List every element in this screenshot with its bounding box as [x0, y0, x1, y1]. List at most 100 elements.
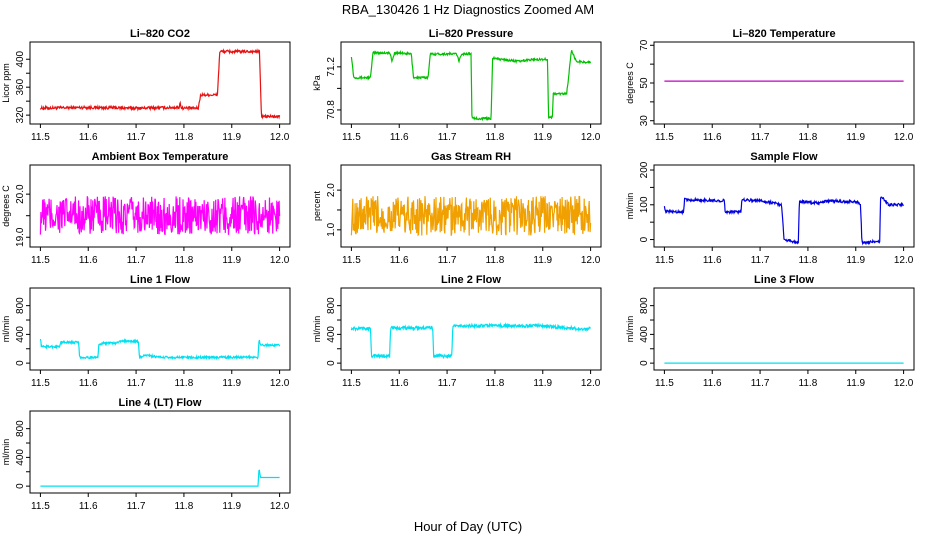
y-tick-label: 19.0	[15, 227, 26, 247]
y-tick-label: 0	[15, 483, 26, 489]
x-tick-label: 11.7	[127, 255, 146, 266]
x-tick-label: 11.7	[127, 501, 146, 512]
x-tick-label: 12.0	[894, 378, 914, 389]
y-tick-label: 400	[15, 326, 26, 343]
x-tick-label: 11.8	[486, 255, 505, 266]
plot-frame	[340, 41, 602, 125]
x-tick-label: 11.8	[799, 378, 818, 389]
y-axis-label: ml/min	[1, 439, 11, 466]
panel-line4: Line 4 (LT) Flow 11.5 11.6 11.7 11.8 11.9 12.0…	[1, 397, 291, 512]
x-tick-label: 11.6	[390, 255, 409, 266]
x-tick-label: 11.7	[127, 132, 146, 143]
panel-sample: Sample Flow 11.5 11.6 11.7 11.8 11.9 12.0 0 100 2…	[625, 151, 915, 266]
x-tick-label: 12.0	[270, 255, 290, 266]
x-tick-label: 11.9	[533, 255, 552, 266]
x-tick-label: 11.8	[799, 255, 818, 266]
x-tick-label: 11.9	[533, 378, 552, 389]
y-tick-label: 20.0	[15, 184, 26, 204]
y-axis-label: percent	[312, 190, 322, 221]
series-line	[39, 337, 281, 361]
x-tick-label: 11.5	[342, 255, 361, 266]
x-tick-label: 11.8	[486, 132, 505, 143]
panel-title: Sample Flow	[750, 151, 818, 163]
y-tick-label: 800	[15, 420, 26, 437]
x-tick-label: 11.5	[342, 378, 361, 389]
y-tick-label: 800	[639, 297, 650, 314]
x-tick-label: 11.7	[751, 132, 770, 143]
panel-title: Li–820 Pressure	[429, 28, 513, 40]
panel-title: Li–820 CO2	[130, 28, 190, 40]
y-tick-label: 400	[639, 326, 650, 343]
x-tick-label: 11.9	[533, 132, 552, 143]
y-tick-label: 2.0	[326, 183, 337, 197]
x-tick-label: 11.6	[703, 132, 722, 143]
x-tick-label: 11.6	[703, 378, 722, 389]
y-tick-label: 50	[639, 77, 650, 89]
x-tick-label: 11.7	[438, 255, 457, 266]
x-tick-label: 11.5	[31, 501, 50, 512]
panel-pressure: Li–820 Pressure 11.5 11.6 11.7 11.8 11.9 12.0 7…	[312, 28, 602, 143]
x-tick-label: 11.7	[438, 378, 457, 389]
plot-frame	[653, 287, 915, 371]
x-tick-label: 11.7	[127, 378, 146, 389]
series-line	[39, 48, 281, 120]
x-tick-label: 11.9	[222, 501, 241, 512]
x-tick-label: 11.8	[799, 132, 818, 143]
y-tick-label: 71.2	[326, 57, 337, 77]
x-tick-label: 11.8	[175, 501, 194, 512]
x-tick-label: 11.9	[846, 132, 865, 143]
x-tick-label: 12.0	[270, 378, 290, 389]
x-tick-label: 11.6	[390, 132, 409, 143]
y-tick-label: 1.0	[326, 222, 337, 236]
x-tick-label: 11.6	[79, 378, 98, 389]
y-tick-label: 320	[15, 106, 26, 123]
x-tick-label: 11.9	[222, 378, 241, 389]
x-tick-label: 11.6	[703, 255, 722, 266]
panel-title: Li–820 Temperature	[732, 28, 835, 40]
series-line	[663, 196, 904, 246]
y-axis-label: kPa	[312, 75, 322, 91]
plot-frame	[340, 287, 602, 371]
y-tick-label: 0	[639, 236, 650, 242]
panel-line1: Line 1 Flow 11.5 11.6 11.7 11.8 11.9 12.0 0 400 8…	[1, 274, 291, 389]
y-axis-label: Licor ppm	[1, 63, 11, 103]
x-tick-label: 11.7	[438, 132, 457, 143]
panel-title: Line 2 Flow	[441, 274, 501, 286]
x-tick-label: 12.0	[894, 132, 914, 143]
x-tick-label: 11.6	[79, 132, 98, 143]
y-axis-label: ml/min	[312, 316, 322, 343]
panel-title: Line 4 (LT) Flow	[119, 397, 202, 409]
panel-title: Ambient Box Temperature	[92, 151, 229, 163]
plot-frame	[29, 410, 291, 494]
y-tick-label: 70	[639, 39, 650, 51]
x-tick-label: 11.5	[342, 132, 361, 143]
x-tick-label: 11.7	[751, 255, 770, 266]
panel-line2: Line 2 Flow 11.5 11.6 11.7 11.8 11.9 12.0 0 400 8…	[312, 274, 602, 389]
x-tick-label: 12.0	[581, 255, 601, 266]
series-line	[39, 196, 281, 236]
x-tick-label: 11.6	[79, 501, 98, 512]
x-tick-label: 11.8	[175, 132, 194, 143]
x-tick-label: 11.9	[846, 378, 865, 389]
panel-title: Line 3 Flow	[754, 274, 814, 286]
y-axis-label: ml/min	[625, 316, 635, 343]
y-axis-label: ml/min	[1, 316, 11, 343]
x-tick-label: 11.6	[79, 255, 98, 266]
y-tick-label: 360	[15, 78, 26, 95]
plot-frame	[340, 164, 602, 248]
x-tick-label: 11.7	[751, 378, 770, 389]
x-tick-label: 12.0	[894, 255, 914, 266]
series-line	[350, 322, 591, 360]
plot-frame	[29, 164, 291, 248]
panel-temperature: Li–820 Temperature 11.5 11.6 11.7 11.8 11.9 12…	[625, 28, 915, 143]
y-tick-label: 70.8	[326, 100, 337, 120]
x-tick-label: 11.5	[655, 132, 674, 143]
figure-title: RBA_130426 1 Hz Diagnostics Zoomed AM	[342, 2, 594, 17]
x-tick-label: 12.0	[270, 132, 290, 143]
x-tick-label: 11.6	[390, 378, 409, 389]
plot-frame	[29, 287, 291, 371]
x-tick-label: 12.0	[581, 132, 601, 143]
y-tick-label: 400	[326, 326, 337, 343]
x-tick-label: 12.0	[581, 378, 601, 389]
